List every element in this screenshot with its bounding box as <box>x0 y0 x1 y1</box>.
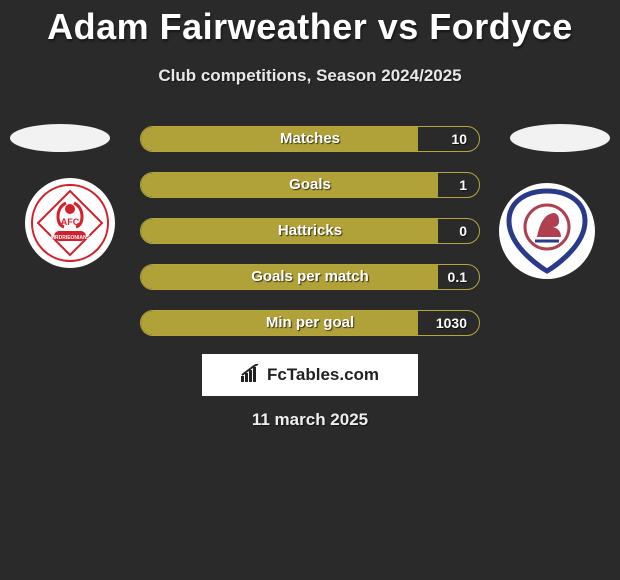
player-photo-left <box>10 124 110 152</box>
stat-row-matches: Matches 10 <box>140 126 480 152</box>
page-title: Adam Fairweather vs Fordyce <box>0 0 620 48</box>
svg-text:AFC: AFC <box>61 217 80 227</box>
airdrieonians-crest-icon: AIRDRIEONIANS AFC <box>30 183 110 263</box>
stat-label: Hattricks <box>141 219 479 243</box>
brand-chart-icon <box>241 364 263 387</box>
stat-value: 0 <box>459 219 467 243</box>
club-crest-left: AIRDRIEONIANS AFC <box>25 178 115 268</box>
stats-panel: Matches 10 Goals 1 Hattricks 0 Goals per… <box>140 126 480 356</box>
stat-value: 0.1 <box>448 265 467 289</box>
brand-badge[interactable]: FcTables.com <box>202 354 418 396</box>
stat-value: 1030 <box>436 311 467 335</box>
stat-label: Min per goal <box>141 311 479 335</box>
date-text: 11 march 2025 <box>0 410 620 430</box>
stat-row-min-per-goal: Min per goal 1030 <box>140 310 480 336</box>
stat-label: Goals per match <box>141 265 479 289</box>
stat-value: 10 <box>451 127 467 151</box>
subtitle: Club competitions, Season 2024/2025 <box>0 66 620 86</box>
club-crest-right <box>499 183 595 279</box>
stat-row-goals: Goals 1 <box>140 172 480 198</box>
stat-value: 1 <box>459 173 467 197</box>
player-photo-right <box>510 124 610 152</box>
brand-text: FcTables.com <box>267 365 379 385</box>
stat-label: Goals <box>141 173 479 197</box>
stat-row-goals-per-match: Goals per match 0.1 <box>140 264 480 290</box>
stat-label: Matches <box>141 127 479 151</box>
raith-rovers-crest-icon <box>503 187 591 275</box>
stat-row-hattricks: Hattricks 0 <box>140 218 480 244</box>
svg-text:AIRDRIEONIANS: AIRDRIEONIANS <box>50 235 91 241</box>
